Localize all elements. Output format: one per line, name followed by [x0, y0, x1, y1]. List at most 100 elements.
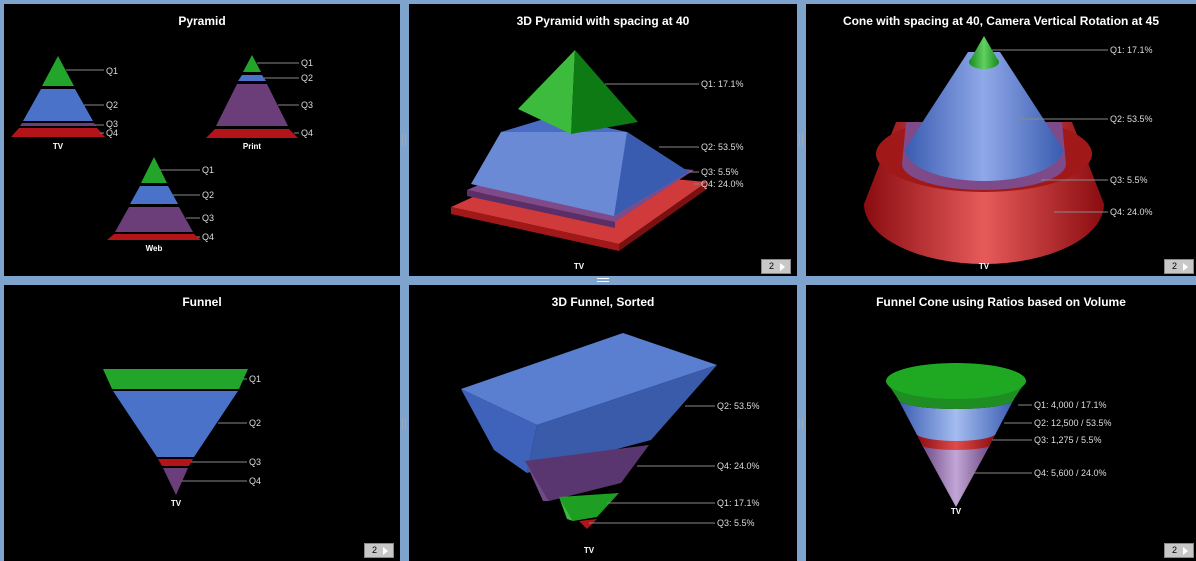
label-q1: Q1: [106, 66, 118, 76]
segment-q2[interactable]: [905, 52, 1063, 181]
segment-q2[interactable]: [130, 186, 178, 204]
splitter-handle[interactable]: [402, 134, 406, 146]
label-q2: Q2: 53.5%: [1110, 114, 1153, 124]
segment-q3[interactable]: [916, 433, 996, 450]
segment-q1[interactable]: [559, 493, 619, 521]
panel-title: 3D Pyramid with spacing at 40: [516, 14, 690, 28]
segment-q4[interactable]: [11, 128, 105, 137]
segment-q1[interactable]: [103, 369, 248, 389]
label-q2: Q2: [202, 190, 214, 200]
next-page-icon[interactable]: [1183, 263, 1188, 271]
page-navigator[interactable]: 2: [1164, 259, 1194, 274]
label-q1: Q1: 17.1%: [701, 79, 744, 89]
segment-q4[interactable]: [525, 445, 649, 501]
label-q3: Q3: [301, 100, 313, 110]
label-q2: Q2: [249, 418, 261, 428]
label-q4: Q4: [106, 128, 118, 138]
chart-label-tv: TV: [53, 142, 64, 151]
page-navigator[interactable]: 2: [761, 259, 791, 274]
label-q3: Q3: [249, 457, 261, 467]
panel-title: Funnel Cone using Ratios based on Volume: [876, 295, 1126, 309]
chart-label-web: Web: [146, 244, 163, 253]
splitter-handle[interactable]: [597, 278, 609, 282]
panel-title: 3D Funnel, Sorted: [551, 295, 655, 309]
label-q1: Q1: [249, 374, 261, 384]
segment-q3[interactable]: [20, 123, 96, 126]
segment-q2[interactable]: [113, 391, 238, 457]
pyramid-web: Q1 Q2 Q3 Q4 Web: [107, 157, 214, 253]
segment-q3[interactable]: [579, 519, 597, 529]
funnel-chart: Q1 Q2 Q3 Q4 TV: [103, 369, 261, 508]
next-page-icon[interactable]: [780, 263, 785, 271]
segment-q3[interactable]: [115, 207, 193, 232]
label-q3: Q3: 5.5%: [1110, 175, 1148, 185]
label-q3: Q3: 1,275 / 5.5%: [1034, 435, 1102, 445]
panel-title: Cone with spacing at 40, Camera Vertical…: [842, 14, 1160, 28]
segment-q1[interactable]: [243, 55, 261, 72]
segment-q2[interactable]: [898, 399, 1014, 441]
xlabel: TV: [584, 546, 595, 555]
segment-q4[interactable]: [163, 468, 188, 495]
next-page-icon[interactable]: [1183, 547, 1188, 555]
panel-3d-pyramid: 3D Pyramid with spacing at 40: [409, 4, 797, 276]
next-page-icon[interactable]: [383, 547, 388, 555]
xlabel: TV: [951, 507, 962, 516]
splitter-handle[interactable]: [799, 418, 803, 430]
segment-q2[interactable]: [461, 333, 717, 473]
segment-q4[interactable]: [107, 234, 201, 240]
funnelcone-chart: Q1: 4,000 / 17.1% Q2: 12,500 / 53.5% Q3:…: [886, 363, 1112, 516]
segment-q2[interactable]: [238, 75, 266, 81]
label-q4: Q4: 5,600 / 24.0%: [1034, 468, 1107, 478]
chart-label-print: Print: [243, 142, 262, 151]
splitter-handle[interactable]: [799, 134, 803, 146]
segment-q3[interactable]: [216, 84, 288, 126]
segment-q4[interactable]: [206, 129, 298, 138]
funnel3d-chart: Q2: 53.5% Q4: 24.0% Q1: 17.1% Q3: 5.5% T…: [461, 333, 760, 555]
page-number: 2: [372, 545, 378, 555]
page-navigator[interactable]: 2: [364, 543, 394, 558]
segment-q1[interactable]: [42, 56, 74, 86]
label-q1: Q1: [301, 58, 313, 68]
label-q4: Q4: 24.0%: [701, 179, 744, 189]
segment-q4[interactable]: [922, 445, 990, 507]
segment-q2[interactable]: [23, 89, 93, 121]
xlabel: TV: [574, 262, 585, 271]
label-q2: Q2: 53.5%: [717, 401, 760, 411]
label-q2: Q2: [301, 73, 313, 83]
panel-pyramid: Pyramid Q1 Q2 Q3 Q4 TV Q: [4, 4, 400, 276]
pyramid-print: Q1 Q2 Q3 Q4 Print: [206, 55, 313, 151]
label-q1: Q1: 17.1%: [717, 498, 760, 508]
page-navigator[interactable]: 2: [1164, 543, 1194, 558]
label-q3: Q3: 5.5%: [717, 518, 755, 528]
segment-q1[interactable]: [141, 157, 167, 183]
panel-title: Funnel: [182, 295, 222, 309]
panel-funnel: Funnel Q1 Q2 Q3 Q4 TV 2: [4, 285, 400, 561]
label-q1: Q1: [202, 165, 214, 175]
segment-q1[interactable]: [518, 50, 638, 134]
xlabel: TV: [171, 499, 182, 508]
label-q4: Q4: [301, 128, 313, 138]
label-q4: Q4: [202, 232, 214, 242]
splitter-handle[interactable]: [402, 418, 406, 430]
label-q3: Q3: [202, 213, 214, 223]
segment-q3[interactable]: [158, 459, 193, 466]
segment-q1[interactable]: [886, 363, 1026, 409]
xlabel: TV: [979, 262, 990, 271]
cone-chart: Q1: 17.1% Q2: 53.5% Q3: 5.5% Q4: 24.0% T…: [864, 36, 1153, 271]
segment-q1[interactable]: [969, 36, 999, 69]
label-q4: Q4: 24.0%: [1110, 207, 1153, 217]
label-q3: Q3: 5.5%: [701, 167, 739, 177]
page-number: 2: [769, 261, 775, 271]
label-q4: Q4: 24.0%: [717, 461, 760, 471]
label-q2: Q2: 12,500 / 53.5%: [1034, 418, 1112, 428]
pyramid-tv: Q1 Q2 Q3 Q4 TV: [11, 56, 118, 151]
page-number: 2: [1172, 261, 1178, 271]
panel-funnel-cone: Funnel Cone using Ratios based on Volume…: [806, 285, 1196, 561]
panel-title: Pyramid: [178, 14, 226, 28]
label-q1: Q1: 4,000 / 17.1%: [1034, 400, 1107, 410]
panel-cone: Cone with spacing at 40, Camera Vertical…: [806, 4, 1196, 276]
label-q2: Q2: [106, 100, 118, 110]
page-number: 2: [1172, 545, 1178, 555]
pyramid3d-chart: Q1: 17.1% Q2: 53.5% Q3: 5.5% Q4: 24.0% T…: [451, 50, 744, 271]
pyramid-chart: Q1 Q2 Q3 Q4 TV Q1 Q2 Q3 Q4 Print: [11, 55, 313, 253]
